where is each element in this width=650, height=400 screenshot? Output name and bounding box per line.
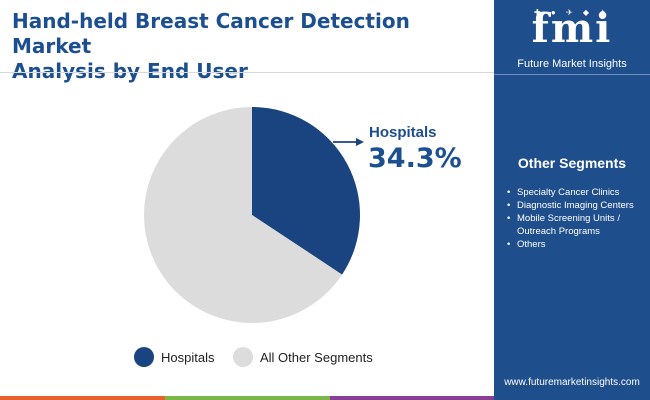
legend-swatch-hospitals	[134, 347, 154, 367]
bottom-bar-green	[165, 396, 330, 400]
pie-slices	[144, 107, 360, 323]
legend-item-hospitals: Hospitals	[134, 347, 214, 367]
bottom-bar-orange	[0, 396, 165, 400]
legend-item-other-segments: All Other Segments	[233, 347, 373, 367]
segment-item: Mobile Screening Units / Outreach Progra…	[504, 212, 644, 238]
title-divider	[0, 72, 494, 73]
logo-letters: fmi	[531, 5, 613, 52]
bottom-color-bar	[0, 396, 494, 400]
legend-swatch-other-segments	[233, 347, 253, 367]
sidebar: ✚ ● ✈ ◆ ✦ fmi Future Market Insights Oth…	[494, 0, 650, 400]
callout-arrow	[333, 138, 364, 146]
segment-item: Specialty Cancer Clinics	[504, 186, 644, 199]
title-line-1: Hand-held Breast Cancer Detection Market	[12, 9, 410, 58]
brand-logo: ✚ ● ✈ ◆ ✦ fmi Future Market Insights	[494, 6, 650, 72]
segment-item: Others	[504, 238, 644, 251]
hospitals-callout-label: Hospitals	[369, 124, 437, 141]
legend-label-hospitals: Hospitals	[161, 349, 215, 365]
website-url: www.futuremarketinsights.com	[504, 377, 640, 388]
other-segments-list: Specialty Cancer Clinics Diagnostic Imag…	[504, 186, 644, 251]
segment-item: Diagnostic Imaging Centers	[504, 199, 644, 212]
legend-label-other-segments: All Other Segments	[260, 349, 373, 365]
pie-slice-all-other-segments	[144, 107, 343, 323]
sidebar-divider	[494, 74, 650, 75]
logo-icons: ✚ ● ✈ ◆ ✦	[534, 8, 610, 17]
hospitals-callout-value: 34.3%	[368, 143, 462, 174]
chart-title: Hand-held Breast Cancer Detection Market…	[12, 9, 492, 84]
bottom-bar-purple	[330, 396, 494, 400]
pie-slice-hospitals	[252, 107, 360, 275]
logo-tagline: Future Market Insights	[517, 58, 627, 70]
other-segments-heading: Other Segments	[517, 155, 627, 171]
pie-chart	[144, 107, 364, 323]
title-line-2: Analysis by End User	[12, 59, 248, 83]
